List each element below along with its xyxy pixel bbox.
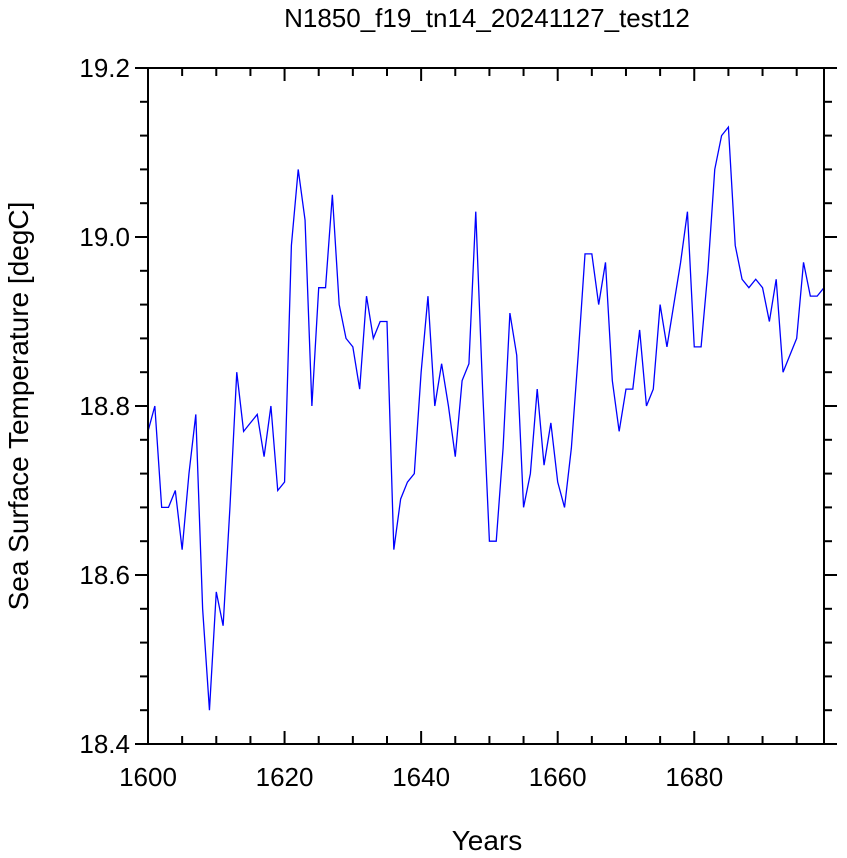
y-tick-label: 18.8 [79,391,130,421]
x-tick-label: 1640 [392,762,450,792]
x-tick-label: 1620 [256,762,314,792]
y-tick-label: 19.0 [79,222,130,252]
x-tick-label: 1680 [665,762,723,792]
x-tick-label: 1600 [119,762,177,792]
y-tick-label: 18.4 [79,729,130,759]
y-axis-label: Sea Surface Temperature [degC] [3,202,34,611]
y-tick-label: 18.6 [79,560,130,590]
y-tick-label: 19.2 [79,53,130,83]
series-line [147,125,825,711]
x-axis-label: Years [452,825,523,856]
x-tick-label: 1660 [529,762,587,792]
plot-frame [147,67,825,745]
axis-ticks [135,67,837,745]
chart-title: N1850_f19_tn14_20241127_test12 [284,3,690,33]
tick-labels: 1600 1620 1640 1660 1680 18.4 18.6 18.8 19.0 19.2 [79,53,723,792]
